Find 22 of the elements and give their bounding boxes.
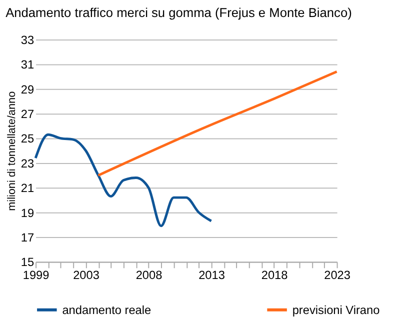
y-tick-label: 27 — [20, 107, 34, 122]
y-tick-label: 25 — [20, 132, 34, 146]
x-tick-label: 2023 — [324, 268, 351, 282]
x-tick-label: 2013 — [198, 268, 226, 282]
y-axis-title: milioni di tonnellate/anno — [6, 91, 18, 211]
y-tick-label: 19 — [20, 206, 34, 220]
y-tick-label: 15 — [20, 255, 34, 270]
y-tick-label: 17 — [20, 230, 34, 244]
line-series — [97, 70, 338, 177]
chart-title: Andamento traffico merci su gomma (Frejus e Monte Bianco) — [6, 4, 352, 20]
y-tick-label: 23 — [20, 156, 34, 170]
x-tick-label: 2003 — [73, 268, 100, 282]
y-tick-label: 21 — [20, 181, 34, 196]
x-tick-label: 2008 — [136, 268, 163, 282]
legend-label: previsioni Virano — [292, 302, 380, 317]
legend-label: andamento reale — [62, 302, 152, 317]
y-tick-label: 29 — [20, 82, 34, 96]
x-tick-label: 2018 — [261, 268, 288, 282]
line-series — [34, 133, 213, 228]
y-tick-label: 33 — [20, 32, 34, 47]
x-tick-label: 1999 — [22, 268, 50, 282]
y-tick-label: 31 — [20, 58, 34, 72]
